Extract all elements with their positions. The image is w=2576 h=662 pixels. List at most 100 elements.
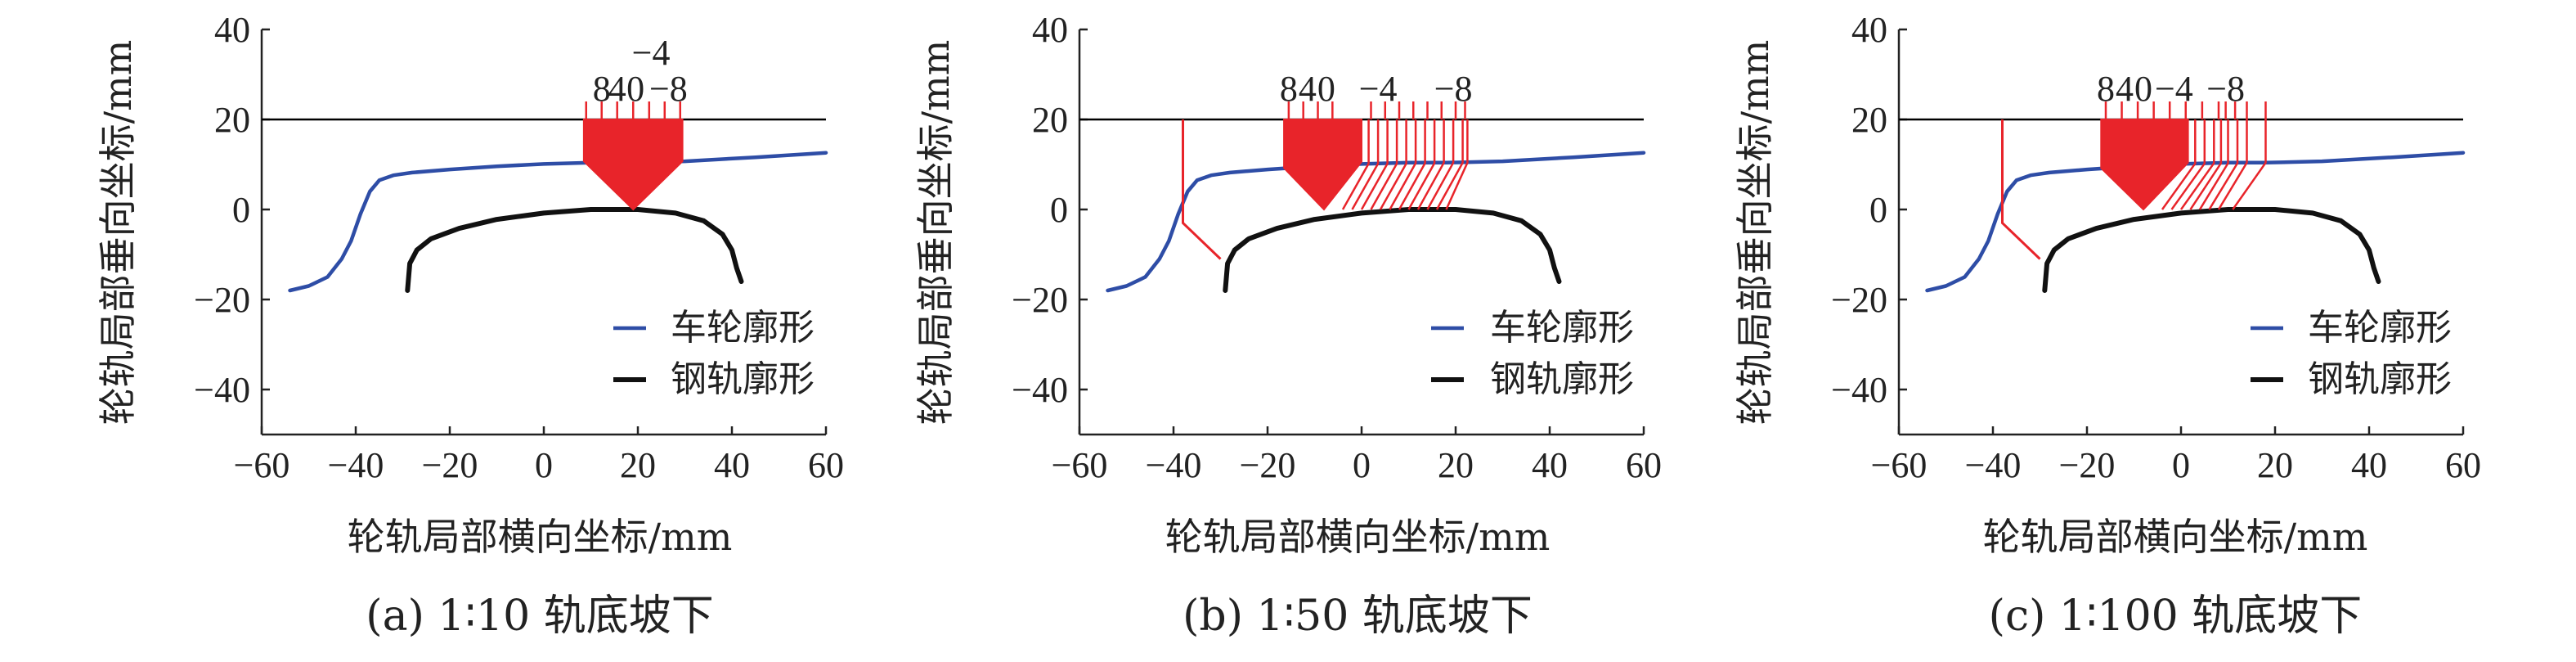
contact-hatch-line (1379, 119, 1407, 210)
panel-a: 轮轨局部垂向坐标/mm 轮轨局部横向坐标/mm (a) 1∶10 轨底坡下 车轮… (96, 10, 844, 641)
legend-label-wheel: 车轮廓形 (2308, 307, 2452, 349)
contact-position-label: −8 (2206, 69, 2245, 109)
contact-position-label: −4 (632, 33, 671, 73)
contact-position-label: 0 (626, 69, 644, 109)
y-tick-label: 40 (1032, 10, 1068, 50)
contact-position-label: −8 (1434, 69, 1473, 109)
caption: (a) 1∶10 轨底坡下 (366, 592, 713, 641)
contact-hatch-line (1389, 119, 1417, 210)
contact-position-label: −8 (649, 69, 688, 109)
panel-c: 轮轨局部垂向坐标/mm 轮轨局部横向坐标/mm (c) 1∶100 轨底坡下 车… (1733, 10, 2481, 641)
y-tick-label: −40 (194, 370, 250, 410)
contact-hatch-line (2179, 119, 2215, 210)
wheel-profile-line (1925, 151, 2466, 293)
contact-patch (1283, 119, 1362, 211)
contact-hatch-line (2217, 119, 2248, 210)
x-tick-label: −60 (1052, 445, 1108, 485)
contact-hatch-line (1360, 119, 1389, 210)
x-tick-label: 20 (1438, 445, 1474, 485)
rail-profile-line (2042, 207, 2381, 293)
x-tick-label: −20 (422, 445, 478, 485)
caption: (b) 1∶50 轨底坡下 (1183, 592, 1533, 641)
flange-contact-line (1182, 119, 1222, 260)
y-tick-label: −40 (1012, 370, 1068, 410)
legend-label-wheel: 车轮廓形 (1490, 307, 1634, 349)
legend-label-rail: 钢轨廓形 (671, 358, 815, 400)
rail-profile-line (405, 207, 744, 293)
contact-hatch-line (1370, 119, 1398, 210)
y-tick-label: 20 (1851, 100, 1887, 140)
y-tick-label: 20 (1032, 100, 1068, 140)
rail-profile-line (1223, 207, 1562, 293)
x-tick-label: −20 (1240, 445, 1296, 485)
y-axis-label: 轮轨局部垂向坐标/mm (913, 40, 958, 426)
x-tick-label: 20 (620, 445, 656, 485)
x-tick-label: −60 (1871, 445, 1928, 485)
x-tick-label: 40 (1532, 445, 1568, 485)
contact-hatch-line (1398, 119, 1426, 210)
contact-patch (582, 119, 684, 211)
x-axis-label: 轮轨局部横向坐标/mm (1165, 515, 1551, 559)
contact-position-label: 0 (2134, 69, 2152, 109)
y-tick-label: −20 (1012, 280, 1068, 320)
contact-hatch-line (2198, 119, 2229, 210)
contact-hatch-line (2232, 119, 2267, 210)
x-tick-label: 0 (535, 445, 553, 485)
contact-hatch-line (1341, 119, 1370, 210)
y-tick-label: −20 (194, 280, 250, 320)
x-tick-label: 40 (2351, 445, 2387, 485)
contact-position-label: 8 (2097, 69, 2115, 109)
contact-hatch-line (2161, 119, 2197, 210)
y-tick-label: 0 (232, 190, 250, 230)
y-tick-label: −40 (1831, 370, 1887, 410)
x-tick-label: 60 (1626, 445, 1662, 485)
x-axis-label: 轮轨局部横向坐标/mm (1983, 515, 2368, 559)
wheel-profile-line (288, 151, 828, 293)
contact-position-label: −4 (2155, 69, 2193, 109)
legend-label-wheel: 车轮廓形 (671, 307, 815, 349)
x-axis-label: 轮轨局部横向坐标/mm (348, 515, 733, 559)
x-tick-label: −60 (234, 445, 290, 485)
legend-label-rail: 钢轨廓形 (2308, 358, 2452, 400)
x-tick-label: −40 (1146, 445, 1202, 485)
contact-position-label: 8 (593, 69, 611, 109)
caption: (c) 1∶100 轨底坡下 (1989, 592, 2363, 641)
y-tick-label: 20 (214, 100, 250, 140)
x-tick-label: 0 (2172, 445, 2190, 485)
y-tick-label: −20 (1831, 280, 1887, 320)
x-tick-label: 60 (808, 445, 844, 485)
contact-hatch-line (1426, 119, 1455, 210)
y-tick-label: 0 (1050, 190, 1068, 230)
contact-hatch-line (2170, 119, 2206, 210)
contact-position-label: 8 (1280, 69, 1298, 109)
legend-label-rail: 钢轨廓形 (1490, 358, 1634, 400)
x-tick-label: −40 (1965, 445, 2022, 485)
contact-position-label: 4 (2116, 69, 2134, 109)
contact-position-label: −4 (1359, 69, 1398, 109)
contact-hatch-line (1351, 119, 1380, 210)
flange-contact-line (2001, 119, 2041, 260)
y-tick-label: 0 (1869, 190, 1887, 230)
contact-position-label: 0 (1317, 69, 1335, 109)
contact-hatch-line (2189, 119, 2223, 210)
x-tick-label: 0 (1353, 445, 1371, 485)
panel-b: 轮轨局部垂向坐标/mm 轮轨局部横向坐标/mm (b) 1∶50 轨底坡下 车轮… (913, 10, 1662, 641)
contact-position-label: 4 (608, 69, 626, 109)
x-tick-label: −20 (2059, 445, 2116, 485)
x-tick-label: −40 (328, 445, 384, 485)
contact-hatch-line (1416, 119, 1445, 210)
contact-position-label: 4 (1299, 69, 1317, 109)
wheel-profile-line (1106, 151, 1646, 293)
y-axis-label: 轮轨局部垂向坐标/mm (96, 40, 140, 426)
y-axis-label: 轮轨局部垂向坐标/mm (1733, 40, 1777, 426)
contact-hatch-line (1407, 119, 1436, 210)
y-tick-label: 40 (1851, 10, 1887, 50)
y-tick-label: 40 (214, 10, 250, 50)
x-tick-label: 40 (714, 445, 750, 485)
contact-hatch-line (1445, 119, 1469, 210)
contact-hatch-line (1435, 119, 1464, 210)
x-tick-label: 60 (2445, 445, 2481, 485)
contact-hatch-line (2208, 119, 2239, 210)
x-tick-label: 20 (2257, 445, 2293, 485)
